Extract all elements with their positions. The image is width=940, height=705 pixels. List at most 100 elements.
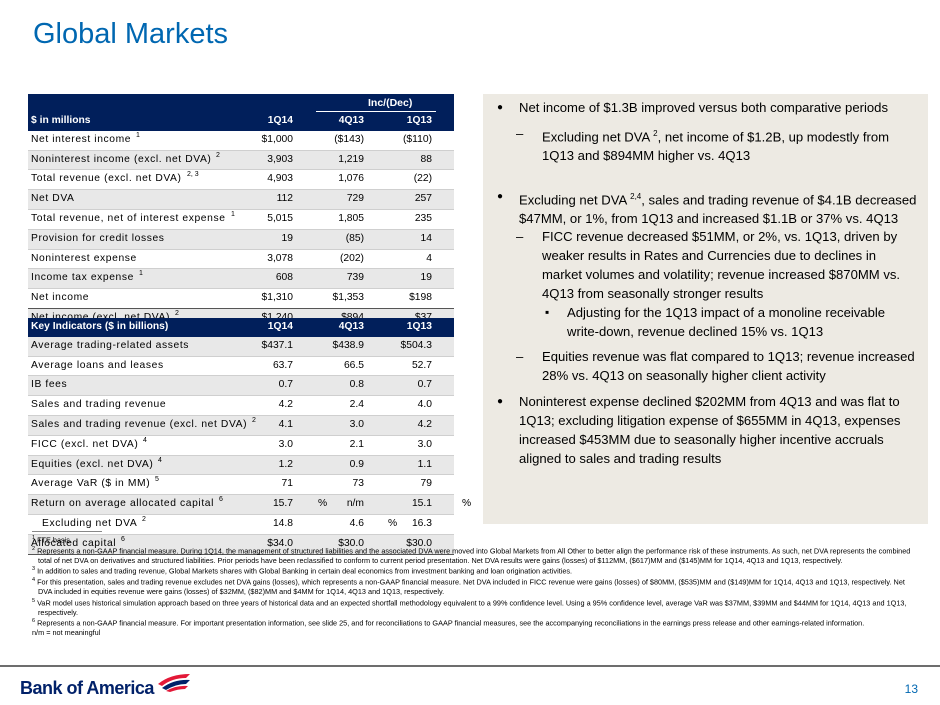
cell-v2: $894: [341, 309, 364, 328]
cell-v1: 4.2: [278, 399, 293, 411]
bullet-level-1: ● Noninterest expense declined $202MM fro…: [497, 392, 919, 468]
footnote-number: 6: [32, 618, 36, 625]
percent-sign: %: [462, 498, 472, 510]
flag-logo-icon: [158, 674, 190, 692]
header-label: $ in millions: [31, 115, 91, 126]
table-row: Allocated capital 6 $34.0 $30.0 $30.0: [28, 534, 454, 555]
cell-v1: 5,015: [267, 212, 293, 224]
cell-v1: 71: [281, 478, 293, 490]
row-label: Total revenue (excl. net DVA): [31, 173, 182, 185]
cell-v2: $1,353: [332, 292, 365, 304]
cell-v1: 63.7: [272, 359, 293, 371]
footnote-ref: 1: [139, 270, 143, 278]
cell-v3: $198: [409, 292, 432, 304]
table-row: Net interest income 1 $1,000 ($143) ($110): [28, 131, 454, 151]
table-row: Sales and trading revenue (excl. net DVA…: [28, 415, 454, 436]
cell-v1: $437.1: [261, 339, 294, 351]
footnote-text: Represents a non-GAAP financial measure.…: [35, 618, 865, 628]
footnote-number: 2: [32, 545, 36, 552]
row-label: Average VaR ($ in MM): [31, 478, 151, 490]
footnote-ref: 5: [155, 476, 159, 484]
header-1q14: 1Q14: [267, 115, 293, 126]
footnote-text: VaR model uses historical simulation app…: [35, 598, 907, 617]
cell-v2: 4.6: [349, 517, 364, 529]
table-row: Noninterest income (excl. net DVA) 2 3,903…: [28, 150, 454, 171]
percent-sign: %: [388, 517, 398, 529]
bullet-text: Noninterest expense declined $202MM from…: [519, 394, 901, 467]
table-row: Noninterest expense 3,078 (202) 4: [28, 250, 454, 270]
income-statement-table: $ in millions 1Q14 4Q13 1Q13 Net interes…: [28, 112, 454, 331]
key-indicators-table: Key Indicators ($ in billions) 1Q14 4Q13…: [28, 318, 471, 555]
footnote-number: 4: [32, 577, 36, 584]
cell-v1: $1,000: [261, 133, 294, 145]
cell-v2: 1,805: [338, 212, 364, 224]
percent-sign: %: [318, 498, 328, 510]
row-label: Noninterest expense: [31, 252, 137, 264]
bullet-level-2: – Equities revenue was flat compared to 1…: [516, 347, 917, 385]
table-header-row: $ in millions 1Q14 4Q13 1Q13: [28, 112, 454, 131]
row-label: Sales and trading revenue (excl. net DVA…: [31, 418, 248, 430]
row-label: Net income (excl. net DVA): [31, 309, 170, 328]
cell-v2: 1,076: [338, 173, 364, 185]
row-label: Provision for credit losses: [31, 232, 165, 244]
table-row: FICC (excl. net DVA) 4 3.0 2.1 3.0: [28, 436, 454, 456]
header-1q13: 1Q13: [406, 321, 432, 332]
square-bullet-icon: ▪: [545, 305, 550, 319]
cell-v3: (22): [413, 173, 432, 185]
cell-v1: 4,903: [267, 173, 293, 185]
footnote-text: For this presentation, sales and trading…: [35, 577, 905, 597]
cell-v1: 112: [276, 193, 293, 205]
footnote: 4 For this presentation, sales and tradi…: [32, 576, 912, 596]
footer-divider: [0, 665, 940, 667]
footnote-ref: 2: [142, 515, 146, 523]
bullet-level-2: – FICC revenue decreased $51MM, or 2%, vs…: [516, 227, 917, 303]
footnote-ref: 1: [231, 210, 235, 218]
bullet-text: Excluding net DVA: [542, 129, 654, 145]
cell-v2: 739: [346, 272, 364, 284]
cell-v2: (202): [339, 252, 364, 264]
table-row: Return on average allocated capital 6 15.7…: [28, 495, 471, 515]
incdec-header: Inc/(Dec): [28, 94, 454, 112]
footnote: 3 In addition to sales and trading reven…: [32, 565, 912, 576]
cell-v3: 4.2: [417, 418, 432, 430]
bullet-text: FICC revenue decreased $51MM, or 2%, vs.…: [542, 229, 901, 302]
table-row: Average VaR ($ in MM) 5 71 73 79: [28, 475, 454, 496]
table-row: IB fees 0.7 0.8 0.7: [28, 376, 454, 397]
table-row: Excluding net DVA 2 14.8 4.6 16.3%: [28, 515, 454, 535]
bullet-text-cont: , sales and trading revenue of $4.1B dec…: [519, 192, 917, 227]
table-row: Total revenue (excl. net DVA) 2, 3 4,903 1,…: [28, 170, 454, 191]
cell-v3: 15.1: [411, 498, 432, 510]
footnote-text: FTE basis.: [35, 535, 72, 545]
header-1q14: 1Q14: [267, 321, 293, 332]
bullet-level-2: – Excluding net DVA 2, net income of $1.2…: [516, 124, 917, 166]
cell-v2: 3.0: [349, 418, 364, 430]
table-row: Income tax expense 1 608 739 19: [28, 269, 454, 290]
cell-v1: 14.8: [272, 517, 293, 529]
bullet-text: Net income of $1.3B improved versus both…: [519, 100, 888, 115]
table-row: Average trading-related assets $437.1 $438…: [28, 336, 454, 357]
bank-of-america-logo: Bank of America: [20, 678, 154, 698]
footnote: 1 FTE basis.: [32, 534, 912, 545]
bullet-text: Equities revenue was flat compared to 1Q…: [542, 349, 915, 384]
bullet-text-cont: , net income of $1.2B, up modestly from …: [542, 129, 890, 164]
cell-v3: 19: [420, 272, 432, 284]
cell-v1: 3,078: [267, 252, 293, 264]
cell-v2: ($143): [334, 133, 364, 145]
cell-v3: 4: [426, 252, 432, 264]
incdec-underline: [316, 111, 436, 112]
row-label: Average trading-related assets: [31, 339, 190, 351]
table-row: Equities (excl. net DVA) 4 1.2 0.9 1.1: [28, 455, 454, 476]
cell-v3: $37: [415, 309, 432, 328]
footnote-ref: 6: [121, 535, 125, 543]
cell-v2: 729: [346, 193, 364, 205]
dash-icon: –: [516, 126, 524, 141]
cell-v2: 1,219: [338, 153, 364, 165]
footnote: 5 VaR model uses historical simulation a…: [32, 597, 912, 617]
cell-v2: $438.9: [332, 339, 365, 351]
page-title: Global Markets: [33, 18, 229, 50]
cell-v3: 257: [414, 193, 432, 205]
cell-v2: 2.4: [349, 399, 364, 411]
row-label: Return on average allocated capital: [31, 498, 214, 510]
cell-v1: 19: [281, 232, 293, 244]
footnote-text: n/m = not meaningful: [32, 628, 101, 638]
